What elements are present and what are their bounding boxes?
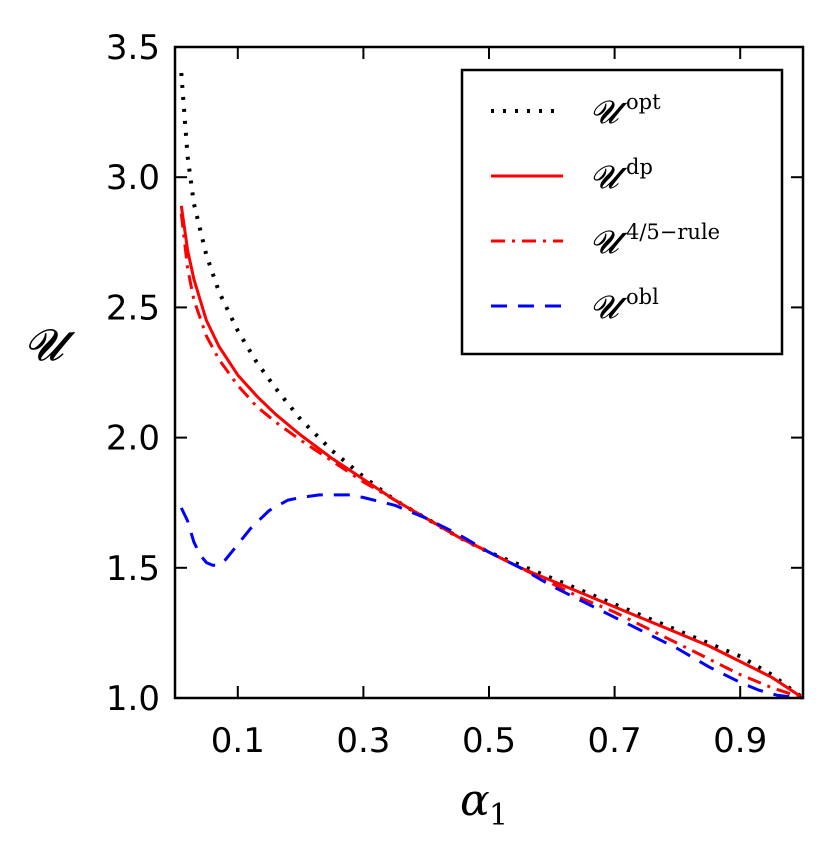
svg-text:𝓤: 𝓤 — [24, 320, 76, 371]
x-axis-label-subscript: 1 — [489, 798, 508, 833]
legend-label-superscript: opt — [626, 90, 661, 114]
x-tick-label: 0.7 — [588, 721, 642, 761]
series-layer — [179, 72, 805, 700]
legend-label-superscript: dp — [626, 155, 653, 179]
x-axis-label: α 1 — [460, 775, 508, 833]
x-axis-label-main: α — [460, 775, 490, 826]
legend-label-superscript: 4/5−rule — [626, 220, 720, 244]
legend-box — [460, 68, 784, 356]
tick-layer: 0.1 0.3 0.5 0.7 0.9 1.0 1.5 2.0 2.5 3.0 3.5 — [106, 28, 803, 761]
y-tick-label: 2.0 — [106, 419, 160, 459]
x-tick-label: 0.3 — [336, 721, 390, 761]
y-tick-label: 3.0 — [106, 158, 160, 198]
series-line-obl — [179, 493, 804, 700]
x-tick-label: 0.1 — [211, 721, 265, 761]
y-tick-label: 3.5 — [106, 28, 160, 68]
legend-label-superscript: obl — [626, 285, 659, 309]
y-tick-label: 2.5 — [106, 288, 160, 328]
y-axis-label: 𝓤 — [24, 320, 76, 371]
y-tick-label: 1.0 — [106, 679, 160, 719]
y-tick-label: 1.5 — [106, 549, 160, 589]
legend-item-4-5-rule: 𝓤 4/5−rule — [491, 220, 720, 261]
x-tick-label: 0.5 — [462, 721, 516, 761]
x-tick-label: 0.9 — [713, 721, 767, 761]
